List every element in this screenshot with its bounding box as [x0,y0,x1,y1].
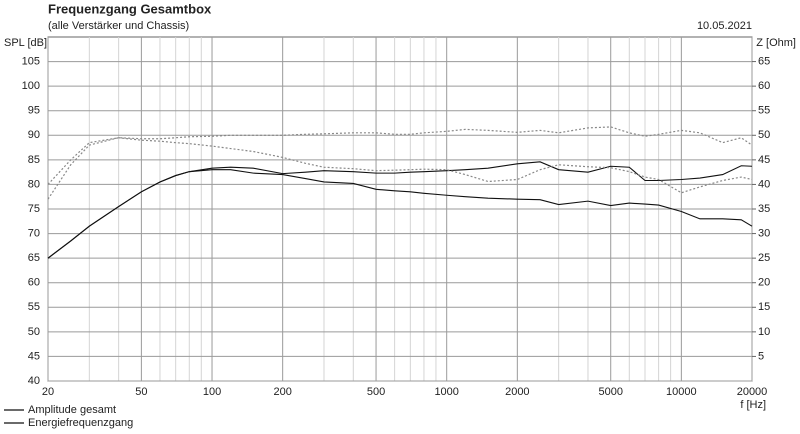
y2-axis-label: Z [Ohm] [756,37,796,49]
y-tick-label: 50 [28,326,40,338]
x-tick-label: 2000 [505,386,529,398]
chart-subtitle: (alle Verstärker und Chassis) [48,20,189,32]
x-axis-label: f [Hz] [740,399,766,411]
x-tick-label: 10000 [666,386,697,398]
x-tick-label: 500 [367,386,385,398]
y-tick-label: 40 [28,375,40,387]
y-tick-label: 80 [28,178,40,190]
x-tick-label: 1000 [434,386,458,398]
y-tick-label: 105 [22,55,40,67]
y2-tick-label: 25 [758,252,770,264]
y-tick-label: 70 [28,227,40,239]
data-line [47,169,753,259]
y2-tick-label: 45 [758,154,770,166]
y-tick-label: 60 [28,277,40,289]
x-tick-label: 20000 [737,386,768,398]
y-tick-label: 90 [28,129,40,141]
x-tick-label: 5000 [598,386,622,398]
x-tick-label: 200 [273,386,291,398]
y-tick-label: 95 [28,105,40,117]
x-tick-label: 20 [42,386,54,398]
legend-label: Energiefrequenzgang [28,417,133,429]
y-tick-label: 75 [28,203,40,215]
y2-tick-label: 15 [758,301,770,313]
y2-tick-label: 65 [758,55,770,67]
y-tick-label: 45 [28,350,40,362]
x-tick-label: 50 [135,386,147,398]
y2-tick-label: 10 [758,326,770,338]
y2-tick-label: 40 [758,178,770,190]
y2-tick-label: 35 [758,203,770,215]
y-tick-label: 65 [28,252,40,264]
x-tick-label: 100 [203,386,221,398]
y2-tick-label: 5 [758,350,764,362]
y-tick-label: 100 [22,80,40,92]
y2-tick-label: 55 [758,105,770,117]
y2-tick-label: 50 [758,129,770,141]
chart-title: Frequenzgang Gesamtbox [48,1,212,16]
legend-label: Amplitude gesamt [28,404,116,416]
data-line [47,137,753,194]
chart-date: 10.05.2021 [697,20,752,32]
y-tick-label: 55 [28,301,40,313]
y-tick-label: 85 [28,154,40,166]
y2-tick-label: 20 [758,277,770,289]
y2-tick-label: 60 [758,80,770,92]
y2-tick-label: 30 [758,227,770,239]
y-axis-label: SPL [dB] [4,37,47,49]
